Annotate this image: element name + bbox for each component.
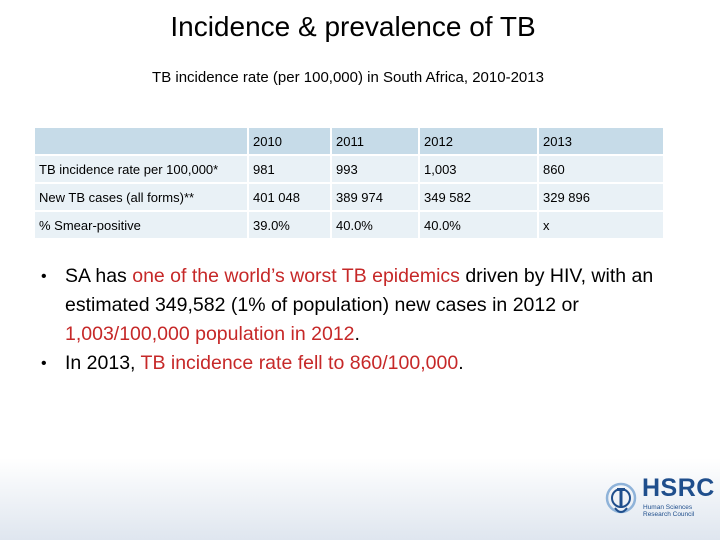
table-cell: 40.0% [330, 210, 420, 240]
table-cell: 860 [537, 154, 665, 184]
table-cell: 389 974 [330, 182, 420, 212]
table-row: % Smear-positive 39.0% 40.0% 40.0% x [33, 210, 665, 240]
header-cell-year: 2010 [247, 126, 332, 156]
bullet-list: • SA has one of the world’s worst TB epi… [38, 262, 698, 378]
text-run: driven by HIV, with an estimated 349,582… [65, 265, 654, 316]
hsrc-emblem-icon [605, 482, 637, 514]
table-cell: 349 582 [418, 182, 539, 212]
table-cell: x [537, 210, 665, 240]
footer-band [0, 458, 720, 540]
bullet-text: SA has one of the world’s worst TB epide… [65, 265, 653, 345]
table-header-row: 2010 2011 2012 2013 [33, 126, 665, 156]
text-run: In 2013, [65, 352, 141, 374]
bullet-marker: • [41, 355, 47, 372]
hsrc-logo: HSRC Human Sciences Research Council [604, 474, 714, 530]
text-run: . [458, 352, 464, 374]
logo-name: HSRC [642, 474, 715, 502]
highlight-text: TB incidence rate fell to 860/100,000 [140, 352, 459, 374]
highlight-text: one of the world’s worst TB epidemics [132, 265, 460, 287]
table-cell: 1,003 [418, 154, 539, 184]
text-run: . [354, 323, 360, 345]
bullet-marker: • [41, 268, 47, 285]
header-cell-year: 2012 [418, 126, 539, 156]
row-label: New TB cases (all forms)** [33, 182, 249, 212]
slide-title: Incidence & prevalence of TB [170, 11, 536, 42]
bullet-item: • SA has one of the world’s worst TB epi… [38, 262, 698, 349]
header-cell-year: 2013 [537, 126, 665, 156]
table-cell: 981 [247, 154, 332, 184]
table-row: New TB cases (all forms)** 401 048 389 9… [33, 182, 665, 212]
bullet-item: • In 2013, TB incidence rate fell to 860… [38, 349, 698, 378]
tb-incidence-table: 2010 2011 2012 2013 TB incidence rate pe… [33, 126, 665, 240]
logo-tagline: Human Sciences Research Council [643, 504, 695, 518]
table-row: TB incidence rate per 100,000* 981 993 1… [33, 154, 665, 184]
highlight-text: 1,003/100,000 population in 2012 [65, 323, 355, 345]
bullet-text: In 2013, TB incidence rate fell to 860/1… [65, 352, 464, 374]
table-cell: 40.0% [418, 210, 539, 240]
table-cell: 993 [330, 154, 420, 184]
header-cell-year: 2011 [330, 126, 420, 156]
table-cell: 329 896 [537, 182, 665, 212]
table-cell: 401 048 [247, 182, 332, 212]
text-run: SA has [65, 265, 133, 287]
row-label: % Smear-positive [33, 210, 249, 240]
row-label: TB incidence rate per 100,000* [33, 154, 249, 184]
header-cell-empty [33, 126, 249, 156]
table-cell: 39.0% [247, 210, 332, 240]
table-caption: TB incidence rate (per 100,000) in South… [152, 69, 544, 86]
